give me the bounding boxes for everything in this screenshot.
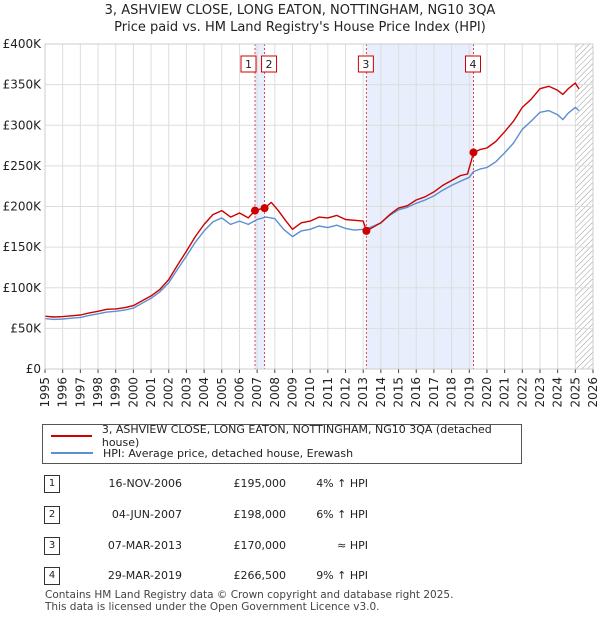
transaction-hpi: 9% ↑ HPI <box>316 569 368 582</box>
x-tick-label: 2021 <box>498 377 512 408</box>
sale-point <box>469 148 478 157</box>
y-tick-label: £300K <box>3 118 43 132</box>
legend-item-hpi: HPI: Average price, detached house, Erew… <box>51 445 353 461</box>
x-tick-label: 2003 <box>179 377 193 408</box>
chart-subtitle: Price paid vs. HM Land Registry's House … <box>114 20 486 35</box>
legend-label-property: 3, ASHVIEW CLOSE, LONG EATON, NOTTINGHAM… <box>101 423 492 449</box>
transaction-hpi: ≈ HPI <box>337 539 368 552</box>
sale-badge-label: 4 <box>470 58 477 71</box>
y-tick-label: £350K <box>3 78 43 92</box>
x-tick-label: 2005 <box>215 377 229 408</box>
sale-badge <box>357 55 374 73</box>
y-tick-label: £200K <box>3 200 43 214</box>
transaction-price: £198,000 <box>233 508 287 521</box>
x-tick-label: 1998 <box>91 377 105 408</box>
x-tick-label: 2000 <box>126 377 140 408</box>
y-tick-label: £100K <box>3 281 43 295</box>
y-tick-label: £250K <box>3 159 43 173</box>
x-tick-label: 2008 <box>268 377 282 408</box>
transaction-price: £195,000 <box>233 477 287 490</box>
sale-badge-label: 1 <box>245 58 252 71</box>
x-tick-label: 2020 <box>480 377 494 408</box>
x-tick-label: 2025 <box>568 377 582 408</box>
transaction-date: 16-NOV-2006 <box>108 477 182 490</box>
transaction-row: 2 04-JUN-2007 £198,000 6% ↑ HPI <box>42 506 542 524</box>
x-tick-label: 2006 <box>232 377 246 408</box>
sale-badge-label: 3 <box>362 58 369 71</box>
x-tick-label: 2012 <box>339 377 353 408</box>
transaction-date: 04-JUN-2007 <box>111 508 182 521</box>
transaction-row: 3 07-MAR-2013 £170,000 ≈ HPI <box>42 537 542 555</box>
x-tick-label: 2001 <box>144 377 158 408</box>
x-tick-label: 2024 <box>551 377 565 408</box>
chart-title: 3, ASHVIEW CLOSE, LONG EATON, NOTTINGHAM… <box>104 3 496 18</box>
legend-swatch-property <box>51 435 92 437</box>
x-tick-label: 2009 <box>285 377 299 408</box>
x-tick-label: 1999 <box>109 377 123 408</box>
footer-licence: This data is licensed under the Open Gov… <box>45 601 380 613</box>
x-tick-label: 2013 <box>356 377 370 408</box>
x-tick-label: 1995 <box>38 377 52 408</box>
sale-point <box>362 226 371 235</box>
x-tick-label: 2017 <box>427 377 441 408</box>
x-tick-label: 2018 <box>445 377 459 408</box>
x-tick-label: 2004 <box>197 377 211 408</box>
x-tick-label: 2026 <box>586 377 600 408</box>
x-tick-label: 1997 <box>73 377 87 408</box>
transaction-price: £266,500 <box>233 569 287 582</box>
transaction-row: 4 29-MAR-2019 £266,500 9% ↑ HPI <box>42 567 542 585</box>
x-tick-label: 1996 <box>56 377 70 408</box>
y-tick-label: £400K <box>3 37 43 51</box>
legend-swatch-hpi <box>51 452 93 454</box>
x-tick-label: 2010 <box>303 377 317 408</box>
hpi-line <box>44 106 580 321</box>
transaction-hpi: 4% ↑ HPI <box>316 477 368 490</box>
x-tick-label: 2019 <box>462 377 476 408</box>
sale-badge-label: 2 <box>266 58 273 71</box>
x-tick-label: 2007 <box>250 377 264 408</box>
footer-note: Contains HM Land Registry data © Crown c… <box>45 589 453 613</box>
transaction-date: 29-MAR-2019 <box>107 569 182 582</box>
footer-copyright: Contains HM Land Registry data © Crown c… <box>45 589 454 601</box>
sale-badge <box>465 55 482 73</box>
legend-label-hpi: HPI: Average price, detached house, Erew… <box>103 446 354 460</box>
x-tick-label: 2014 <box>374 377 388 408</box>
transaction-price: £170,000 <box>233 539 287 552</box>
plot-frame <box>44 43 594 370</box>
sale-point <box>260 204 269 213</box>
transaction-badge: 1 <box>44 475 60 493</box>
sale-point <box>251 206 260 215</box>
transaction-date: 07-MAR-2013 <box>107 539 182 552</box>
price-chart: 1 2 3 4 £0 £50K £100K £150K £200K £250K £300K £350… <box>3 37 600 408</box>
sale-badge <box>261 55 278 73</box>
x-tick-label: 2015 <box>392 377 406 408</box>
y-tick-label: £50K <box>10 321 42 335</box>
transaction-row: 1 16-NOV-2006 £195,000 4% ↑ HPI <box>42 475 542 493</box>
property-price-line <box>44 82 580 318</box>
y-tick-label: £0 <box>26 362 41 376</box>
transaction-hpi: 6% ↑ HPI <box>316 508 368 521</box>
x-tick-label: 2011 <box>321 377 335 408</box>
legend-item-property: 3, ASHVIEW CLOSE, LONG EATON, NOTTINGHAM… <box>51 423 521 449</box>
chart-legend: 3, ASHVIEW CLOSE, LONG EATON, NOTTINGHAM… <box>42 423 522 464</box>
x-tick-label: 2016 <box>409 377 423 408</box>
transaction-badge: 3 <box>44 537 60 555</box>
x-tick-label: 2002 <box>162 377 176 408</box>
sale-badge <box>240 55 257 73</box>
x-tick-label: 2022 <box>515 377 529 408</box>
x-tick-label: 2023 <box>533 377 547 408</box>
y-tick-label: £150K <box>3 240 43 254</box>
transaction-badge: 4 <box>44 567 60 585</box>
transaction-badge: 2 <box>44 506 60 524</box>
